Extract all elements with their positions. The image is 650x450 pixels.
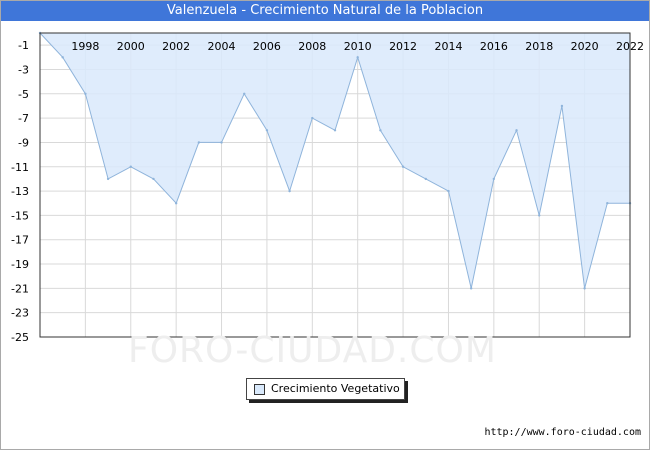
y-tick-label: -19 (11, 258, 29, 271)
data-point (61, 56, 64, 59)
x-tick-label: 2018 (525, 40, 553, 53)
legend: Crecimiento Vegetativo (246, 378, 405, 400)
y-tick-label: -5 (18, 88, 29, 101)
x-tick-label: 2020 (571, 40, 599, 53)
data-point (401, 165, 405, 168)
data-point (333, 129, 337, 132)
y-tick-label: -17 (11, 234, 29, 247)
chart-title: Valenzuela - Crecimiento Natural de la P… (1, 1, 649, 21)
data-point (106, 177, 110, 181)
data-point (197, 141, 201, 144)
data-point (469, 287, 473, 290)
y-tick-label: -7 (18, 112, 29, 125)
x-tick-label: 2008 (298, 40, 326, 53)
data-point (583, 287, 586, 290)
y-tick-label: -1 (18, 39, 29, 52)
x-tick-label: 2004 (208, 40, 236, 53)
data-point (424, 177, 427, 181)
data-point (265, 129, 269, 132)
series-area (40, 33, 630, 289)
area-layer (38, 31, 632, 290)
data-point (379, 129, 382, 132)
data-point (243, 92, 246, 96)
y-tick-label: -3 (18, 63, 29, 76)
y-tick-label: -13 (11, 185, 29, 198)
data-point (492, 177, 496, 181)
data-point (220, 141, 223, 144)
y-tick-label: -15 (11, 209, 29, 222)
x-tick-label: 2006 (253, 40, 281, 53)
data-point (356, 56, 359, 59)
x-tick-label: 2014 (434, 40, 462, 53)
y-tick-label: -9 (18, 136, 29, 149)
data-point (606, 202, 609, 205)
y-tick-label: -23 (11, 307, 29, 320)
data-point (129, 165, 132, 168)
source-url: http://www.foro-ciudad.com (484, 427, 641, 438)
legend-swatch (254, 384, 265, 395)
data-point (84, 92, 87, 96)
data-point (447, 189, 450, 193)
data-point (288, 189, 291, 193)
chart-svg: -1 -3 -5 -7 -9 -11 -13 -15 -17 -19 -21 -23 -25 1998 20… (11, 31, 644, 344)
x-tick-label: 2012 (389, 40, 417, 53)
x-tick-label: 2002 (162, 40, 190, 53)
x-tick-label: 2016 (480, 40, 508, 53)
data-point (152, 177, 155, 181)
y-tick-label: -21 (11, 282, 29, 295)
x-tick-label: 1998 (71, 40, 99, 53)
plot-border (39, 32, 631, 338)
x-tick-label: 2000 (117, 40, 145, 53)
data-point (515, 129, 518, 132)
data-point (174, 202, 178, 205)
legend-label: Crecimiento Vegetativo (271, 382, 400, 395)
data-point (560, 104, 564, 108)
data-point (311, 116, 314, 120)
data-point (538, 214, 541, 217)
tick-labels: -1 -3 -5 -7 -9 -11 -13 -15 -17 -19 -21 -23 -25 1998 20… (11, 39, 644, 344)
y-tick-label: -11 (11, 161, 29, 174)
y-tick-label: -25 (11, 331, 29, 344)
x-tick-label: 2010 (344, 40, 372, 53)
watermark: FORO-CIUDAD.COM (128, 330, 497, 371)
